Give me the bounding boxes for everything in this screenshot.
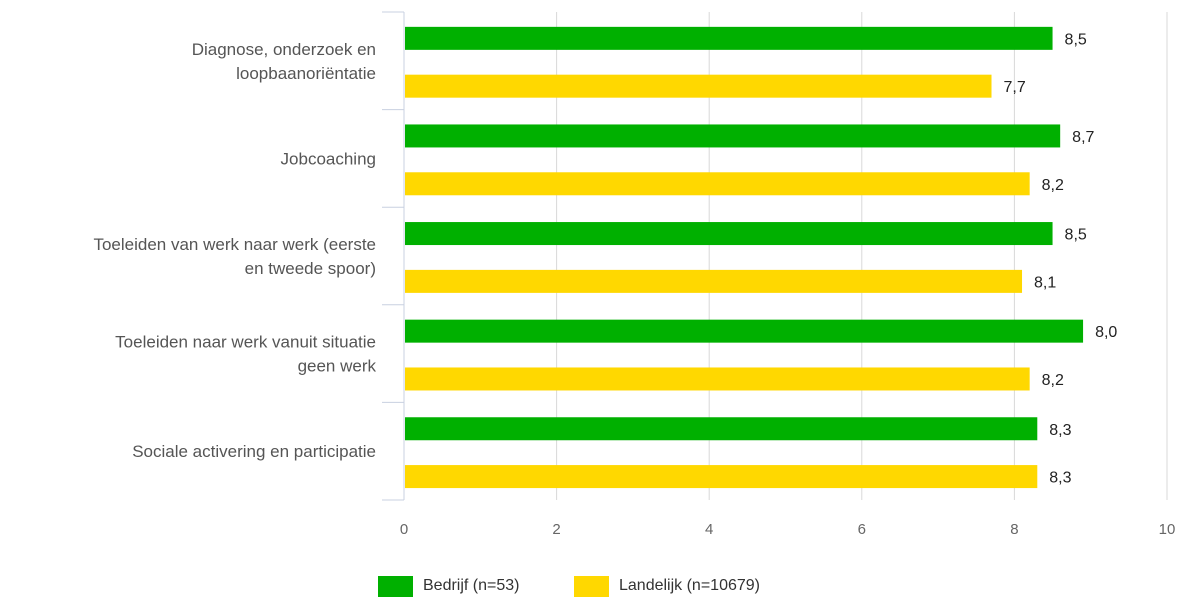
x-tick-label-5: 10: [1159, 521, 1176, 538]
value-label-landelijk-3: 8,2: [1042, 372, 1064, 389]
legend-item-bedrijf[interactable]: Bedrijf (n=53): [378, 574, 520, 598]
x-tick-label-0: 0: [400, 521, 408, 538]
x-tick-label-4: 8: [1010, 521, 1018, 538]
category-label-0-1: loopbaanoriëntatie: [236, 64, 376, 83]
legend-swatch-bedrijf: [378, 575, 413, 597]
x-tick-label-2: 4: [705, 521, 713, 538]
value-label-bedrijf-4: 8,3: [1049, 422, 1071, 439]
bar-landelijk-0[interactable]: [405, 74, 992, 98]
bar-chart: 0 2 4 6 8 10 Diagnose, onderzoek en loopbaanori…: [93, 11, 1176, 538]
legend-label-bedrijf: Bedrijf (n=53): [423, 577, 520, 594]
value-label-bedrijf-0: 8,5: [1065, 31, 1087, 48]
x-tick-label-1: 2: [552, 521, 560, 538]
bar-landelijk-3[interactable]: [405, 367, 1030, 391]
category-label-3-0: Toeleiden naar werk vanuit situatie: [115, 333, 376, 352]
category-label-3-1: geen werk: [298, 357, 377, 376]
bar-bedrijf-2[interactable]: [405, 222, 1053, 246]
category-label-2-0: Toeleiden van werk naar werk (eerste: [93, 235, 376, 254]
category-label-4-0: Sociale activering en participatie: [132, 442, 376, 461]
category-label-1-0: Jobcoaching: [281, 149, 376, 168]
value-label-landelijk-2: 8,1: [1034, 274, 1056, 291]
bar-bedrijf-3[interactable]: [405, 319, 1084, 343]
bar-bedrijf-0[interactable]: [405, 26, 1053, 50]
bar-bedrijf-4[interactable]: [405, 417, 1038, 441]
x-tick-label-3: 6: [858, 521, 866, 538]
category-label-2-1: en tweede spoor): [245, 259, 376, 278]
legend-item-landelijk[interactable]: Landelijk (n=10679): [574, 574, 760, 598]
legend-swatch-landelijk: [574, 575, 609, 597]
bar-bedrijf-1[interactable]: [405, 124, 1061, 148]
bar-landelijk-4[interactable]: [405, 465, 1038, 489]
legend: Bedrijf (n=53) Landelijk (n=10679): [0, 574, 1181, 598]
value-label-bedrijf-1: 8,7: [1072, 129, 1094, 146]
value-label-bedrijf-3: 8,0: [1095, 324, 1117, 341]
category-label-0-0: Diagnose, onderzoek en: [192, 40, 376, 59]
legend-label-landelijk: Landelijk (n=10679): [619, 577, 760, 594]
value-label-landelijk-0: 7,7: [1004, 79, 1026, 96]
bar-landelijk-1[interactable]: [405, 172, 1030, 196]
value-label-landelijk-1: 8,2: [1042, 177, 1064, 194]
bar-landelijk-2[interactable]: [405, 269, 1023, 293]
value-label-landelijk-4: 8,3: [1049, 470, 1071, 487]
value-label-bedrijf-2: 8,5: [1065, 227, 1087, 244]
